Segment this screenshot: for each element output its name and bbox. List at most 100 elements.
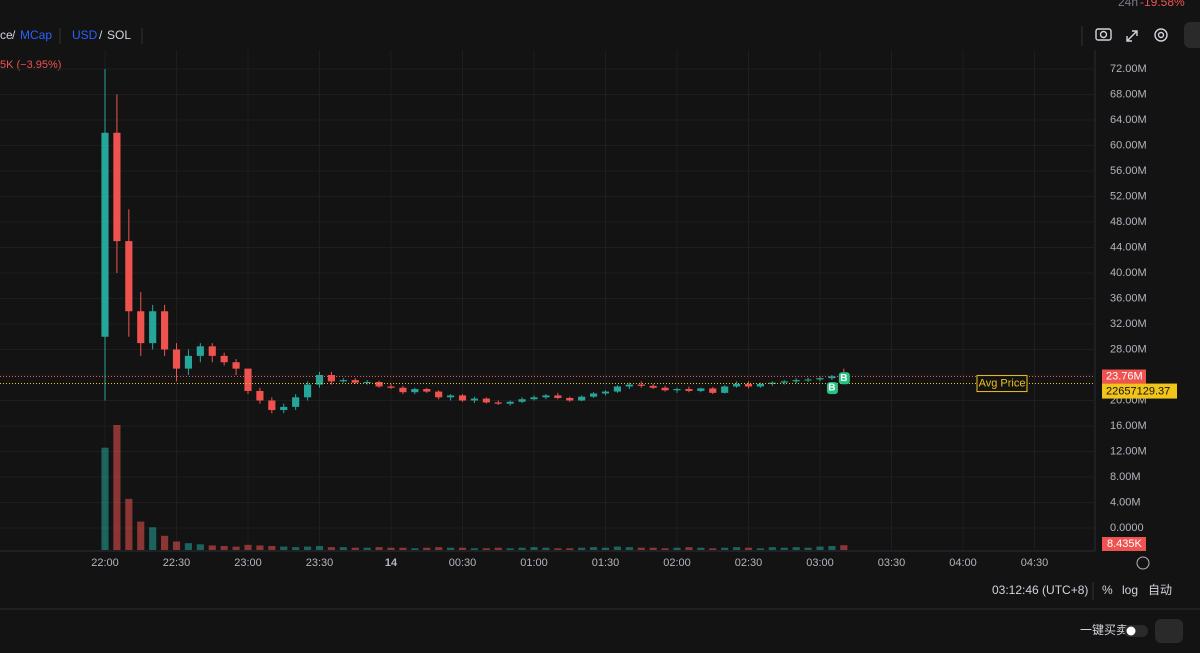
volume-bar: [816, 546, 824, 550]
candle-body: [184, 355, 192, 369]
x-tick-label: 14: [385, 557, 398, 569]
candle-body: [661, 387, 669, 391]
mcap-toggle[interactable]: MCap: [20, 28, 52, 42]
last-price-label: 23.76M: [1106, 370, 1143, 382]
buy-marker: [826, 382, 838, 395]
candle-body: [566, 397, 574, 401]
quick-trade-label: 一键买卖: [1080, 623, 1128, 637]
candle-body: [578, 396, 586, 401]
camera-icon[interactable]: [1095, 28, 1112, 41]
candle-body: [125, 241, 133, 312]
candle-body: [518, 399, 526, 402]
volume-bar: [447, 547, 455, 550]
volume-bar: [578, 547, 586, 550]
volume-bar: [375, 547, 383, 550]
toolbar-icons: [1095, 28, 1168, 42]
candle-body: [315, 375, 324, 385]
x-tick-label: 22:00: [91, 557, 119, 569]
clock: 03:12:46 (UTC+8): [992, 583, 1088, 597]
y-tick-label: 32.00M: [1110, 318, 1147, 330]
candle-body: [613, 386, 621, 392]
candle-body: [721, 386, 729, 393]
volume-bar: [506, 548, 514, 550]
settings-icon[interactable]: [1154, 28, 1168, 42]
candle-body: [542, 395, 550, 398]
volume-bar: [149, 527, 157, 550]
volume-bar: [721, 547, 729, 550]
separator: /: [99, 28, 103, 42]
volume-bar: [292, 547, 300, 550]
x-tick-label: 23:00: [234, 557, 262, 569]
volume-bar: [804, 547, 812, 550]
volume-bar: [113, 425, 121, 550]
side-button[interactable]: [1184, 22, 1200, 48]
volume-bar: [387, 547, 395, 550]
volume-bar: [184, 543, 192, 550]
volume-bar: [792, 547, 800, 550]
volume-bar: [590, 547, 598, 550]
volume-bar: [256, 545, 264, 550]
volume-bar: [470, 548, 478, 550]
candle-body: [387, 386, 395, 388]
y-tick-label: 4.00M: [1110, 496, 1141, 508]
price-toggle[interactable]: ce: [0, 28, 13, 42]
candle-body: [733, 383, 741, 387]
volume-bar: [542, 547, 550, 550]
volume-bar: [780, 547, 788, 550]
candle-body: [208, 346, 216, 356]
volume-bar: [232, 546, 240, 550]
candle-body: [351, 380, 359, 383]
log-toggle[interactable]: log: [1122, 583, 1138, 597]
change: -19.58%: [1140, 0, 1185, 9]
y-tick-label: 64.00M: [1110, 114, 1147, 126]
candle-body: [244, 368, 252, 391]
buy-marker-text: B: [840, 373, 847, 384]
volume-bar: [530, 547, 538, 550]
candle-body: [256, 390, 264, 401]
volume-bar: [649, 547, 657, 550]
volume-bar: [196, 544, 204, 550]
volume-bar: [363, 547, 371, 550]
auto-toggle[interactable]: 自动: [1148, 583, 1172, 597]
bubble-button[interactable]: [1155, 619, 1183, 643]
volume-bar: [280, 546, 288, 550]
candle-body: [530, 397, 538, 400]
candle-body: [482, 398, 490, 403]
candle-body: [172, 349, 181, 369]
volume-bar: [756, 548, 764, 550]
candle-body: [470, 398, 478, 401]
candle-body: [292, 397, 300, 407]
candle-body: [780, 381, 788, 383]
volume-bar: [304, 546, 312, 550]
candle-body: [113, 132, 121, 242]
sol-toggle[interactable]: SOL: [107, 28, 131, 42]
avg-price-box: [1102, 383, 1177, 399]
x-tick-label: 22:30: [163, 557, 191, 569]
volume-bar: [673, 547, 681, 550]
candle-body: [196, 346, 204, 356]
expand-icon[interactable]: [1126, 30, 1138, 42]
candle-body: [232, 362, 240, 369]
axis-settings-icon[interactable]: [1136, 556, 1150, 570]
candle-body: [637, 384, 645, 386]
volume-bar: [661, 548, 669, 550]
volume-bar: [554, 548, 562, 550]
y-tick-label: 56.00M: [1110, 165, 1147, 177]
volume-bar: [411, 548, 419, 550]
candle-body: [756, 383, 764, 387]
percent-toggle[interactable]: %: [1102, 583, 1113, 597]
candle-body: [447, 395, 455, 398]
volume-bar: [220, 546, 228, 550]
plot: BB: [0, 69, 1095, 550]
volume-bar: [327, 547, 335, 550]
volume-bar: [315, 546, 324, 550]
candle-body: [280, 406, 288, 411]
x-tick-label: 01:00: [520, 557, 548, 569]
usd-toggle[interactable]: USD: [72, 28, 98, 42]
volume-bar: [125, 498, 133, 550]
candle-body: [804, 379, 812, 381]
candle-body: [828, 376, 836, 379]
x-tick-label: 03:00: [806, 557, 834, 569]
avg-price-tag: [976, 375, 1028, 393]
